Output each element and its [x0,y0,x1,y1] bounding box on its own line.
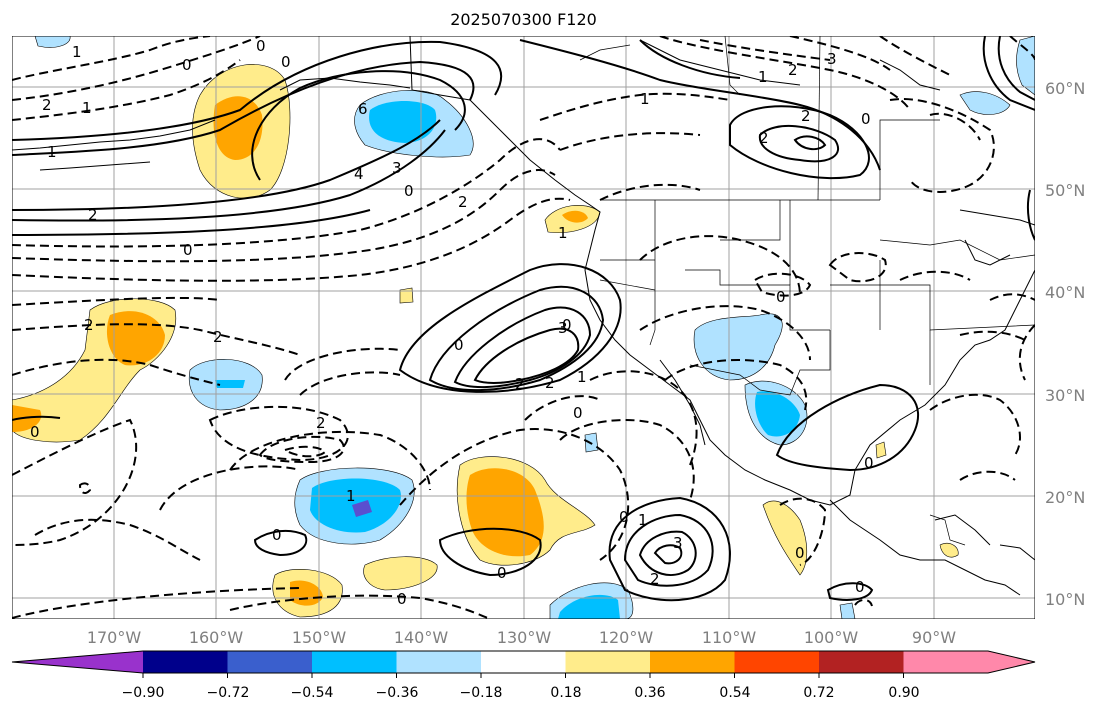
lon-label-90w: 90°W [912,628,956,647]
contour-label: 0 [256,37,266,55]
colorbar-segment [903,651,1035,673]
contour-label: 3 [827,50,837,68]
colorbar-tick-label: −0.72 [207,685,250,701]
contour-label: 6 [358,100,368,118]
contour-label: 4 [354,165,364,183]
colorbar-segment [734,651,820,673]
colorbar-segment [481,651,566,673]
contour-label: 0 [864,454,874,472]
colorbar-segment [143,651,228,673]
contour-label: 2 [650,570,660,588]
lat-label-40n: 40°N [1045,283,1085,302]
contour-label: 2 [801,107,811,125]
contour-label: 0 [281,53,291,71]
latitude-labels: 60°N 50°N 40°N 30°N 20°N 10°N [1045,79,1085,609]
contour-label: 1 [47,143,57,161]
contour-label: 1 [346,487,356,505]
contour-label: 1 [640,90,650,108]
contour-label: 2 [42,96,52,114]
colorbar-segment [396,651,482,673]
colorbar-tick-label: 0.36 [634,685,665,701]
contour-label: 1 [72,43,82,61]
contour-label: 0 [795,544,805,562]
contour-label: 0 [404,182,414,200]
lat-label-50n: 50°N [1045,181,1085,200]
lon-label-150w: 150°W [292,628,347,647]
lat-label-60n: 60°N [1045,79,1085,98]
lon-label-130w: 130°W [497,628,552,647]
contour-label: 0 [272,526,282,544]
colorbar-tick-label: −0.54 [291,685,334,701]
lon-label-160w: 160°W [189,628,244,647]
colorbar-tick-label: 0.72 [803,685,834,701]
contour-label: 2 [316,414,326,432]
colorbar-tick-label: −0.36 [376,685,419,701]
lon-label-120w: 120°W [599,628,654,647]
contour-label: 1 [638,511,648,529]
colorbar-segment [312,651,397,673]
colorbar: −0.90 −0.72 −0.54 −0.36 −0.18 0.18 0.36 … [11,650,1036,701]
contour-label: 3 [392,159,402,177]
colorbar-tick-label: 0.54 [719,685,750,701]
colorbar-ticks [142,673,904,678]
colorbar-segments [12,651,1035,673]
contour-label: 2 [759,129,769,147]
contour-label: 1 [758,68,768,86]
map-title: 2025070300 F120 [450,10,597,29]
coastlines [12,36,1035,596]
contour-label: 3 [673,534,683,552]
contour-label: 2 [545,374,555,392]
lat-label-30n: 30°N [1045,386,1085,405]
contour-label: 0 [497,564,507,582]
contour-labels: 1 0 2 1 6 3 4 0 2 2 0 2 2 0 2 1 1 0 1 0 … [30,37,874,608]
colorbar-segment [565,651,651,673]
contour-label: 2 [84,316,94,334]
colorbar-segment [819,651,904,673]
contour-label: 1 [577,368,587,386]
lon-label-140w: 140°W [394,628,449,647]
lon-label-100w: 100°W [804,628,859,647]
lat-label-20n: 20°N [1045,488,1085,507]
colorbar-tick-label: −0.18 [460,685,503,701]
colorbar-tick-label: −0.90 [122,685,165,701]
contour-label: 0 [573,404,583,422]
lon-label-170w: 170°W [87,628,142,647]
contours-negative [12,36,1035,619]
contour-label: 0 [397,590,407,608]
contour-label: 0 [182,56,192,74]
contour-label: 2 [213,328,223,346]
contour-label: 3 [558,319,568,337]
contour-label: 0 [562,316,572,334]
colorbar-tick-label: 0.90 [888,685,919,701]
contour-label: 2 [515,375,525,393]
contours-positive [12,36,1035,602]
map-panel: 1 0 2 1 6 3 4 0 2 2 0 2 2 0 2 1 1 0 1 0 … [12,36,1035,619]
longitude-labels: 170°W 160°W 150°W 140°W 130°W 120°W 110°… [87,628,956,647]
contour-label: 0 [619,508,629,526]
contour-label: 0 [30,423,40,441]
colorbar-segment [650,651,735,673]
contour-label: 0 [861,110,871,128]
colorbar-segment [227,651,313,673]
contour-label: 2 [458,193,468,211]
colorbar-tick-label: 0.18 [550,685,581,701]
lat-label-10n: 10°N [1045,590,1085,609]
contour-label: 0 [183,241,193,259]
contour-label: 0 [454,336,464,354]
contour-label: 2 [88,206,98,224]
contour-label: 2 [788,61,798,79]
lon-label-110w: 110°W [702,628,757,647]
contour-label: 1 [558,224,568,242]
political-borders [579,36,1035,546]
colorbar-segment [12,651,143,673]
colorbar-tick-labels: −0.90 −0.72 −0.54 −0.36 −0.18 0.18 0.36 … [122,685,920,701]
contour-label: 0 [776,288,786,306]
contour-label: 1 [82,99,92,117]
contour-label: 0 [855,578,865,596]
